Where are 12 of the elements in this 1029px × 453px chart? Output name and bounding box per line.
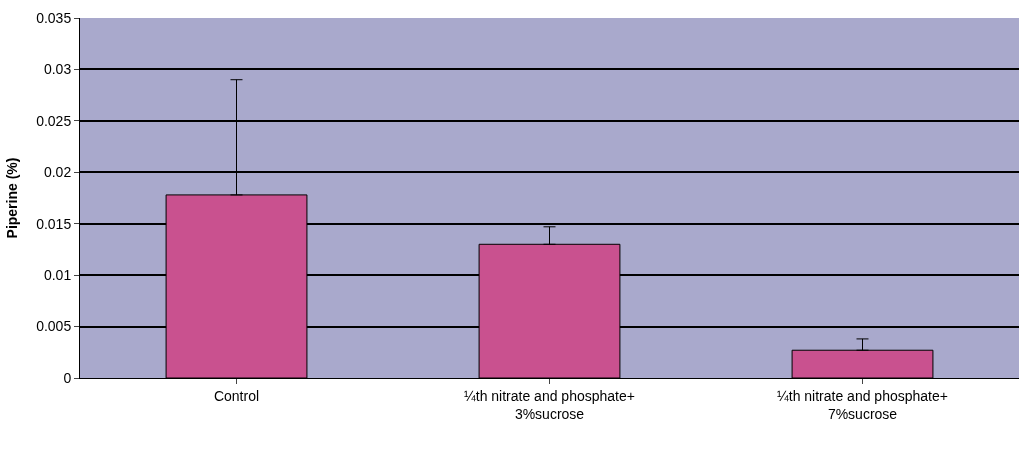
y-tick-label: 0.03 (43, 61, 72, 78)
x-tick-label: ¼th nitrate and phosphate+ 7%sucrose (777, 387, 948, 422)
y-tick-label: 0.015 (36, 215, 72, 232)
y-tick-label: 0.035 (36, 9, 72, 26)
y-tick-label: 0 (63, 369, 72, 386)
y-tick-label: 0.005 (36, 318, 72, 335)
y-tick-label: 0.01 (43, 267, 72, 284)
x-tick-label: ¼th nitrate and phosphate+ 3%sucrose (464, 387, 635, 422)
y-axis-title: Piperine (%) (3, 157, 20, 239)
y-tick-label: 0.02 (43, 164, 72, 181)
x-tick-label: Control (213, 387, 260, 404)
y-tick-label: 0.025 (36, 112, 72, 129)
